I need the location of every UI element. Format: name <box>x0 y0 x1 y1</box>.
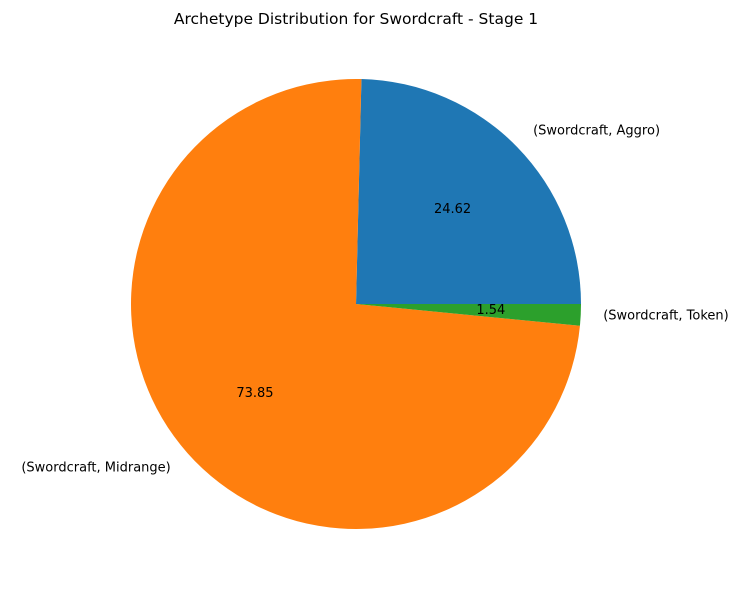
pie-slice-swordcraft-aggro <box>356 79 581 304</box>
value-label-swordcraft-token: 1.54 <box>476 303 505 318</box>
pie-slice-swordcraft-midrange <box>131 78 580 529</box>
slice-label-swordcraft-token: (Swordcraft, Token) <box>603 308 729 323</box>
slice-labels: (Swordcraft, Aggro) (Swordcraft, Midrange… <box>21 124 728 476</box>
value-labels: 24.62 73.85 1.54 <box>236 202 505 401</box>
slice-label-swordcraft-aggro: (Swordcraft, Aggro) <box>533 124 660 139</box>
value-label-swordcraft-aggro: 24.62 <box>434 202 471 217</box>
chart-title: Archetype Distribution for Swordcraft - … <box>174 10 538 28</box>
pie-slices <box>131 78 581 529</box>
value-label-swordcraft-midrange: 73.85 <box>236 386 273 401</box>
pie-slice-swordcraft-token <box>356 304 581 326</box>
slice-label-swordcraft-midrange: (Swordcraft, Midrange) <box>21 461 170 476</box>
